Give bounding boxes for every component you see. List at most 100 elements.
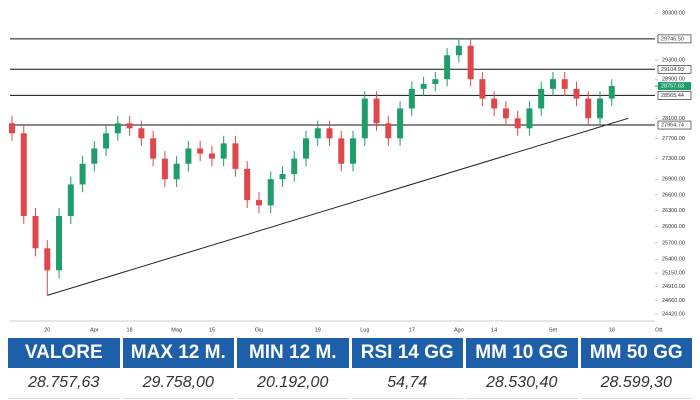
level-label-box	[657, 91, 692, 100]
level-label-box	[657, 34, 692, 44]
table-header: MAX 12 M.	[122, 338, 234, 368]
candle-body	[44, 248, 51, 271]
last-price-box	[658, 82, 691, 91]
chart: 30300.00 29300.00 28900.00 28100.00 27700.00…	[9, 11, 692, 333]
candle-body	[432, 79, 439, 85]
candle-body	[526, 108, 533, 129]
candle-body	[573, 88, 580, 99]
y-tick-label: 28100.00	[662, 116, 685, 122]
y-tick-label: 30300.00	[662, 11, 685, 17]
x-tick-label: Giu	[255, 327, 264, 333]
y-tick-label: 26300.00	[662, 208, 685, 214]
candle-body	[197, 148, 204, 154]
table-header: MIN 12 M.	[237, 338, 349, 368]
stats-table: VALORE MAX 12 M. MIN 12 M. RSI 14 GG MM 10 G…	[8, 338, 692, 399]
trendline	[47, 117, 629, 296]
candle-body	[314, 128, 321, 139]
candle-body	[20, 133, 27, 216]
x-tick-label: 14	[491, 327, 497, 333]
x-tick-label: 15	[209, 327, 215, 333]
candle-body	[467, 45, 474, 80]
candle-body	[56, 215, 63, 271]
y-tick-label: 26000.00	[662, 224, 685, 230]
table-value: 20.192,00	[237, 368, 349, 399]
y-tick-label: 28900.00	[662, 77, 685, 83]
y-tick-label: 25150.00	[662, 270, 685, 276]
y-tick-label: 27300.00	[662, 156, 685, 162]
candle-body	[114, 123, 121, 134]
candle-body	[279, 174, 286, 180]
level-label-box	[657, 65, 692, 74]
x-tick-label: 18	[609, 327, 615, 333]
candle-body	[385, 123, 392, 139]
y-tick-label: 25700.00	[662, 240, 685, 246]
candle-body	[267, 179, 274, 206]
y-tick-label: 27700.00	[662, 136, 685, 142]
candle-body	[138, 128, 145, 139]
level-label: 27964.74	[661, 123, 684, 129]
candle-body	[408, 88, 415, 109]
candle-body	[32, 215, 39, 249]
candle-body	[608, 86, 615, 99]
x-tick-label: 17	[409, 327, 415, 333]
candle-body	[397, 108, 404, 139]
candle-body	[150, 138, 157, 159]
candle-body	[479, 79, 486, 99]
x-tick-label: Ago	[454, 327, 464, 333]
candle-body	[173, 163, 180, 180]
candle-body	[561, 79, 568, 89]
candle-body	[9, 123, 15, 134]
x-tick-label: Lug	[360, 327, 369, 333]
y-tick-label: 24660.00	[662, 298, 685, 304]
candle-body	[538, 88, 545, 109]
candle-body	[161, 158, 168, 180]
candle-body	[326, 128, 333, 139]
candle-body	[549, 79, 556, 89]
level-label: 28565.44	[661, 93, 684, 99]
candle-body	[244, 168, 251, 201]
candle-body	[126, 123, 133, 129]
candle-body	[291, 158, 298, 175]
candle-body	[361, 98, 368, 139]
candle-body	[585, 98, 592, 119]
candle-body	[255, 200, 262, 206]
table-header: MM 10 GG	[466, 338, 578, 368]
y-tick-label: 24910.00	[662, 284, 685, 290]
last-price-label: 28757.63	[661, 84, 684, 90]
candle-body	[373, 98, 380, 124]
y-tick-label: 26900.00	[662, 177, 685, 183]
level-label-box	[657, 120, 692, 130]
x-tick-label: 18	[127, 327, 133, 333]
table-value: 29.758,00	[122, 368, 234, 399]
table-header: VALORE	[8, 338, 120, 368]
candle-body	[338, 138, 345, 164]
x-tick-label: Mag	[171, 327, 182, 333]
candle-body	[514, 118, 521, 129]
candle-body	[79, 163, 86, 185]
candle-body	[502, 108, 509, 119]
table-value: 28.757,63	[8, 368, 120, 399]
table-value: 54,74	[351, 368, 463, 399]
y-tick-label: 26600.00	[662, 192, 685, 198]
candle-body	[444, 55, 451, 80]
candle-body	[420, 84, 427, 89]
table-header: MM 50 GG	[580, 338, 692, 368]
candle-body	[220, 143, 227, 159]
table-value: 28.599,30	[580, 368, 692, 399]
candle-body	[455, 45, 462, 56]
candle-body	[350, 138, 357, 164]
y-tick-label: 29300.00	[662, 57, 685, 63]
y-tick-label: 24420.00	[662, 312, 685, 318]
table-header: RSI 14 GG	[351, 338, 463, 368]
candle-body	[491, 98, 498, 109]
level-label: 29746.50	[661, 36, 684, 42]
candle-body	[597, 98, 603, 119]
level-label: 29104.93	[661, 67, 684, 73]
x-tick-label: 20	[44, 327, 50, 333]
x-tick-label: 19	[315, 327, 321, 333]
x-tick-label: Set	[549, 327, 558, 333]
candle-body	[185, 148, 192, 164]
candle-body	[103, 133, 110, 149]
candle-body	[91, 148, 98, 164]
